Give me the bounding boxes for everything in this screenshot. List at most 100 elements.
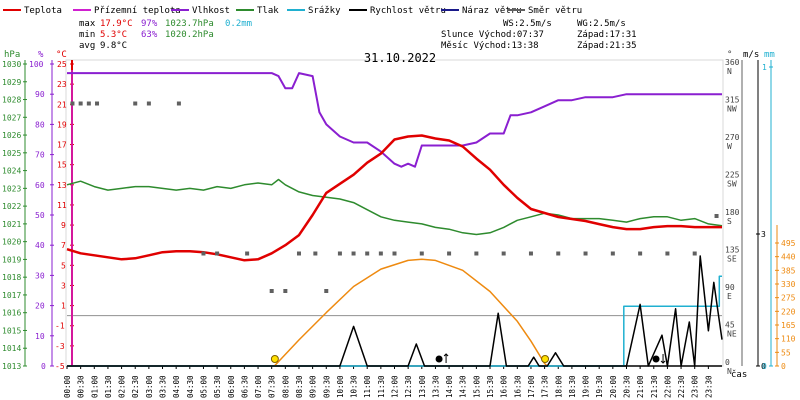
wind-dir-marker	[215, 251, 220, 256]
stats-max-temp: 17.9°C	[100, 19, 133, 29]
tick-label-pct: 100	[29, 60, 44, 69]
wind-dir-marker	[283, 289, 288, 293]
tick-label-temp: 21	[57, 100, 67, 109]
tick-label-dir-deg: 90	[725, 283, 735, 292]
tick-label-x: 02:30	[131, 375, 140, 398]
tick-label-temp: 5	[61, 261, 66, 270]
tick-label-pct: 30	[35, 271, 45, 280]
tick-label-sun: 165	[781, 321, 796, 330]
wind-dir-marker	[313, 251, 318, 256]
legend-label-vlhkost: Vlhkost	[192, 6, 230, 16]
chart-title: 31.10.2022	[364, 51, 436, 65]
tick-label-temp: 11	[57, 201, 67, 210]
sunrise-icon	[270, 355, 279, 363]
tick-label-x: 11:30	[377, 375, 386, 398]
wind-dir-marker	[714, 214, 719, 218]
tick-label-x: 05:30	[213, 375, 222, 398]
wind-dir-marker	[176, 101, 181, 106]
tick-label-x: 14:30	[459, 375, 468, 398]
tick-label-temp: -5	[55, 362, 65, 371]
tick-label-temp: 1	[61, 302, 66, 311]
tick-label-x: 05:00	[199, 375, 208, 398]
wind-dir-marker	[474, 251, 479, 256]
tick-label-dir-name: N	[727, 67, 732, 76]
moonset-arrow-icon	[660, 354, 666, 364]
wind-dir-marker	[501, 251, 506, 256]
tick-label-x: 22:30	[677, 375, 686, 398]
tick-label-dir-name: SW	[727, 180, 737, 189]
tick-label-sun: 495	[781, 239, 796, 248]
wind-dir-marker	[351, 251, 356, 256]
tick-label-temp: -3	[55, 342, 65, 351]
legend-label-srazky: Srážky	[308, 6, 341, 16]
legend-item-rychlost: Rychlost větru	[349, 6, 446, 16]
series-rychlost	[67, 255, 723, 367]
axis-header-pct: %	[38, 50, 44, 60]
tick-label-x: 04:00	[172, 375, 181, 398]
tick-label-ms: 3	[761, 230, 766, 239]
moonrise-arrow-icon	[443, 353, 449, 363]
series-tlak	[66, 178, 723, 236]
sunset-icon	[541, 355, 550, 363]
wind-dir-marker	[392, 251, 397, 256]
wind-dir-marker	[70, 101, 75, 106]
tick-label-temp: 17	[57, 141, 67, 150]
moonrise-icon	[435, 355, 443, 363]
wind-dir-marker	[78, 101, 83, 106]
tick-label-x: 17:30	[541, 375, 550, 398]
tick-label-pct: 0	[41, 362, 46, 371]
legend-label-smer: Směr větru	[528, 6, 582, 16]
wind-dir-marker	[296, 251, 301, 256]
stats-block: max 17.9°C 97% 1023.7hPa 0.2mm min 5.3°C…	[79, 19, 252, 51]
stats-min-temp: 5.3°C	[100, 30, 127, 40]
tick-label-temp: 9	[61, 221, 66, 230]
legend-label-prizemni: Přízemní teplota	[94, 6, 181, 16]
tick-label-x: 12:00	[391, 375, 400, 398]
wind-dir-marker	[528, 251, 533, 256]
axis-header-deg: °	[727, 50, 732, 60]
info-wg: WG:2.5m/s	[577, 19, 626, 29]
marker-layer	[270, 353, 666, 364]
wind-dir-marker	[133, 101, 138, 106]
tick-label-dir-deg: 45	[725, 321, 735, 330]
tick-label-hpa: 1019	[2, 255, 21, 264]
tick-label-sun: 110	[781, 335, 796, 344]
tick-label-x: 01:30	[104, 375, 113, 398]
tick-label-x: 02:00	[118, 375, 127, 398]
tick-label-hpa: 1022	[2, 202, 21, 211]
tick-label-x: 23:00	[691, 375, 700, 398]
tick-label-x: 21:30	[650, 375, 659, 398]
tick-label-dir-name: E	[727, 292, 732, 301]
tick-label-sun: 55	[781, 348, 791, 357]
tick-label-mm: 0	[762, 362, 767, 371]
tick-label-x: 18:00	[554, 375, 563, 398]
tick-label-temp: -1	[55, 322, 65, 331]
tick-label-sun: 220	[781, 307, 796, 316]
tick-label-dir-name: NW	[727, 105, 737, 114]
legend-item-srazky: Srážky	[287, 6, 341, 16]
wind-dir-marker	[95, 101, 100, 106]
wind-dir-marker	[365, 251, 370, 256]
wind-dir-marker	[665, 251, 670, 256]
tick-label-hpa: 1023	[2, 184, 21, 193]
tick-label-dir-name: W	[727, 142, 732, 151]
tick-label-hpa: 1029	[2, 78, 21, 87]
tick-label-x: 13:30	[431, 375, 440, 398]
tick-label-dir-deg: 315	[725, 96, 740, 105]
tick-label-hpa: 1030	[2, 60, 21, 69]
wind-dir-marker	[610, 251, 615, 256]
tick-label-x: 16:00	[500, 375, 509, 398]
tick-label-x: 14:00	[445, 375, 454, 398]
info-sun-rise: Slunce Východ:07:37	[441, 30, 544, 40]
tick-label-dir-deg: 0	[725, 358, 730, 367]
tick-label-x: 06:00	[227, 375, 236, 398]
wind-dir-marker	[201, 251, 206, 256]
legend-item-naraz: Náraz větru	[441, 6, 522, 16]
wind-dir-marker	[583, 251, 588, 256]
tick-label-x: 15:00	[472, 375, 481, 398]
tick-label-temp: 3	[61, 281, 66, 290]
tick-label-sun: 275	[781, 294, 796, 303]
legend-label-teplota: Teplota	[24, 6, 62, 16]
